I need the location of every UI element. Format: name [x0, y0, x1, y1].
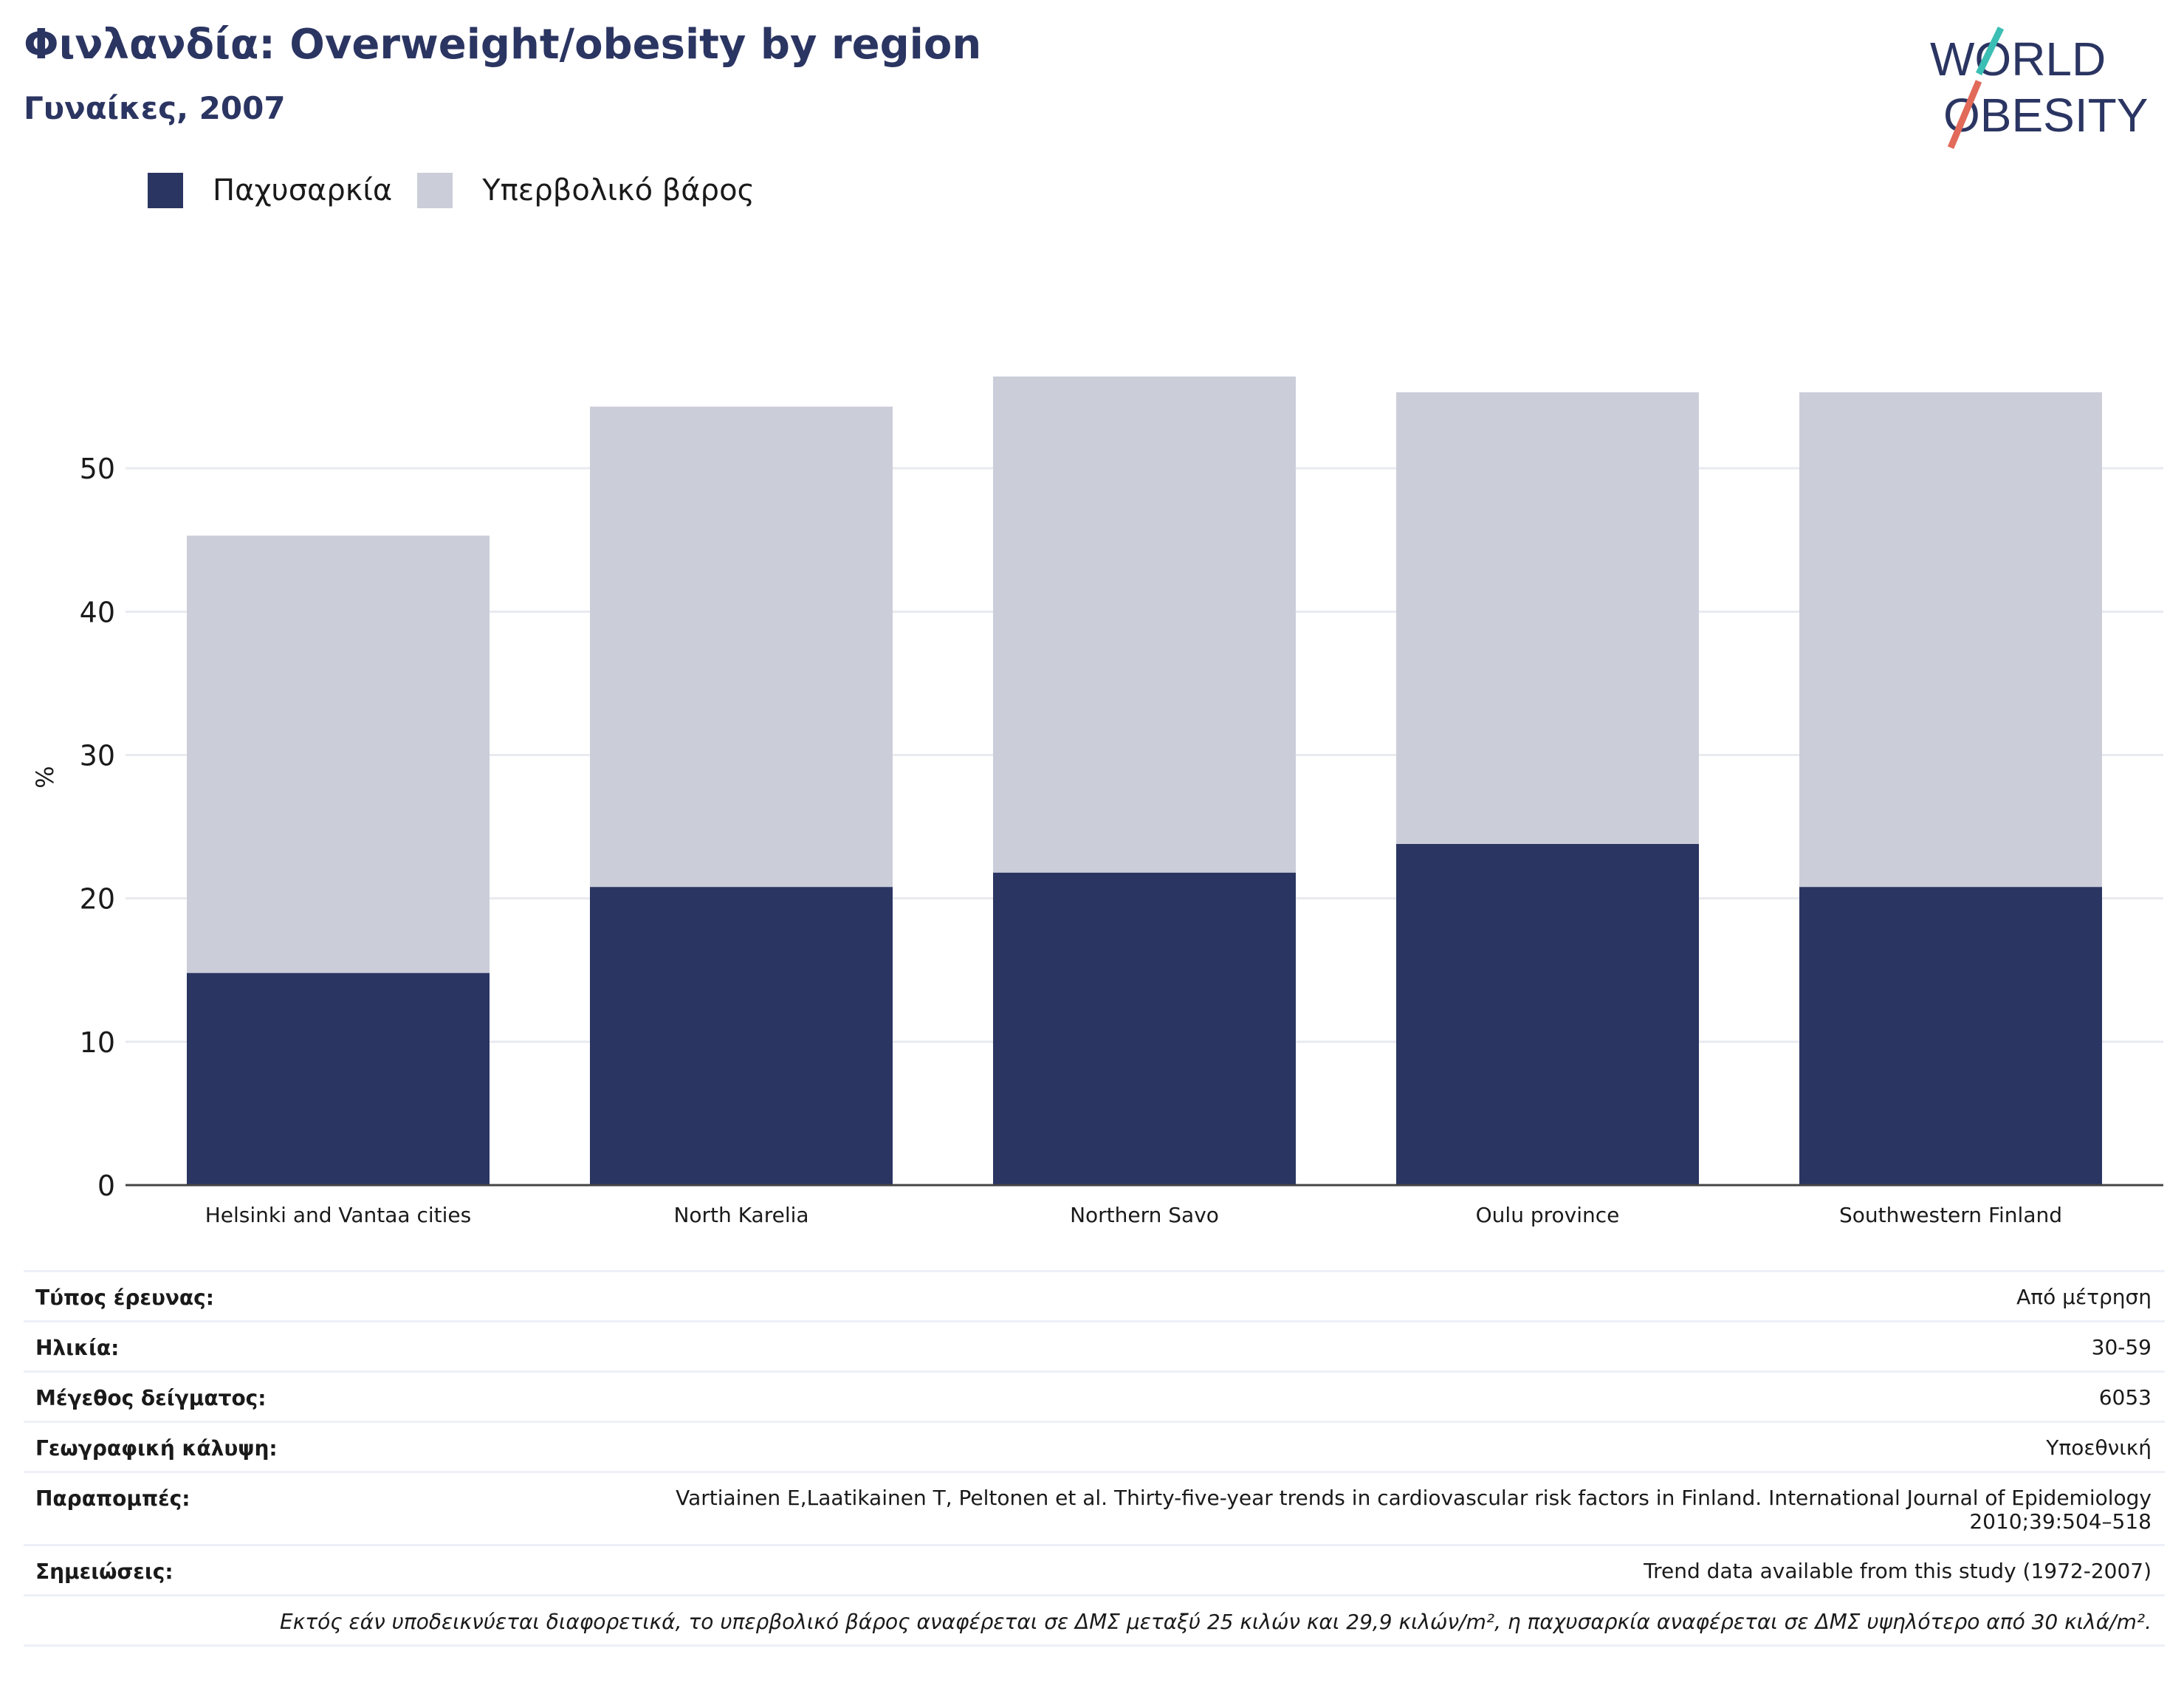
- world-obesity-logo: WORLD OBESITY: [1930, 27, 2148, 149]
- bar-overweight: [993, 376, 1296, 873]
- logo-slash-coral: [1947, 80, 1982, 149]
- legend-item-overweight: Υπερβολικό βάρος: [417, 173, 755, 208]
- bar-obesity: [993, 872, 1296, 1185]
- meta-key: Ηλικία:: [35, 1336, 120, 1360]
- y-tick-label: 20: [80, 883, 115, 916]
- meta-row-survey-type: Τύπος έρευνας: Από μέτρηση: [24, 1270, 2165, 1320]
- bar-obesity: [1396, 843, 1699, 1185]
- bar-overweight: [590, 406, 893, 888]
- meta-value: Vartiainen E,Laatikainen T, Peltonen et …: [676, 1486, 2152, 1534]
- legend-label-obesity: Παχυσαρκία: [213, 174, 393, 207]
- bar-obesity: [187, 972, 490, 1185]
- meta-row-notes: Σημειώσεις: Trend data available from th…: [24, 1544, 2165, 1594]
- logo-line2: OBESITY: [1943, 89, 2148, 142]
- bars: [187, 376, 2102, 1185]
- legend-swatch-obesity: [148, 173, 183, 208]
- bar-obesity: [1799, 887, 2102, 1185]
- footnote: Εκτός εάν υποδεικνύεται διαφορετικά, το …: [24, 1594, 2165, 1647]
- x-tick-label: Helsinki and Vantaa cities: [205, 1203, 471, 1227]
- y-tick-label: 50: [80, 453, 115, 485]
- meta-value: Υποεθνική: [2046, 1435, 2152, 1460]
- chart-title: Φινλανδία: Overweight/obesity by region: [24, 21, 982, 69]
- bar-overweight: [187, 535, 490, 973]
- meta-key: Σημειώσεις:: [35, 1559, 174, 1584]
- meta-row-coverage: Γεωγραφική κάλυψη: Υποεθνική: [24, 1421, 2165, 1471]
- y-tick-label: 30: [80, 740, 115, 772]
- y-axis-label: %: [31, 766, 59, 788]
- meta-row-references: Παραπομπές: Vartiainen E,Laatikainen T, …: [24, 1471, 2165, 1544]
- legend-item-obesity: Παχυσαρκία: [148, 173, 392, 208]
- chart-subtitle: Γυναίκες, 2007: [24, 90, 286, 126]
- metadata-table: Τύπος έρευνας: Από μέτρηση Ηλικία: 30-59…: [24, 1270, 2165, 1647]
- meta-key: Γεωγραφική κάλυψη:: [35, 1436, 278, 1461]
- legend-label-overweight: Υπερβολικό βάρος: [482, 174, 755, 207]
- y-tick-label: 40: [80, 596, 115, 628]
- meta-key: Τύπος έρευνας:: [35, 1286, 214, 1310]
- logo-line1: WORLD: [1930, 32, 2106, 86]
- meta-value: Trend data available from this study (19…: [1644, 1559, 2152, 1583]
- x-tick-label: Oulu province: [1476, 1203, 1620, 1227]
- meta-key: Παραπομπές:: [35, 1486, 190, 1511]
- logo-slash-teal: [1975, 27, 2005, 75]
- meta-value: 6053: [2098, 1385, 2152, 1410]
- bar-overweight: [1799, 392, 2102, 888]
- meta-key: Μέγεθος δείγματος:: [35, 1386, 267, 1410]
- stacked-bar-chart: 0 10 20 30 40 50 Helsinki and Vantaa cities Nor…: [31, 376, 2163, 1227]
- bar-obesity: [590, 887, 893, 1185]
- legend-swatch-overweight: [417, 173, 453, 208]
- x-tick-label: Northern Savo: [1070, 1203, 1219, 1227]
- meta-row-age: Ηλικία: 30-59: [24, 1320, 2165, 1370]
- x-tick-label: North Karelia: [673, 1203, 808, 1227]
- meta-value: 30-59: [2091, 1335, 2152, 1359]
- axes: 0 10 20 30 40 50 Helsinki and Vantaa cities Nor…: [31, 453, 2163, 1227]
- chart-legend: Παχυσαρκία Υπερβολικό βάρος: [148, 170, 780, 211]
- meta-value: Από μέτρηση: [2016, 1285, 2152, 1309]
- y-tick-label: 0: [97, 1170, 115, 1202]
- meta-row-sample-size: Μέγεθος δείγματος: 6053: [24, 1370, 2165, 1421]
- bar-overweight: [1396, 392, 1699, 844]
- x-tick-label: Southwestern Finland: [1839, 1203, 2062, 1227]
- y-tick-label: 10: [80, 1026, 115, 1059]
